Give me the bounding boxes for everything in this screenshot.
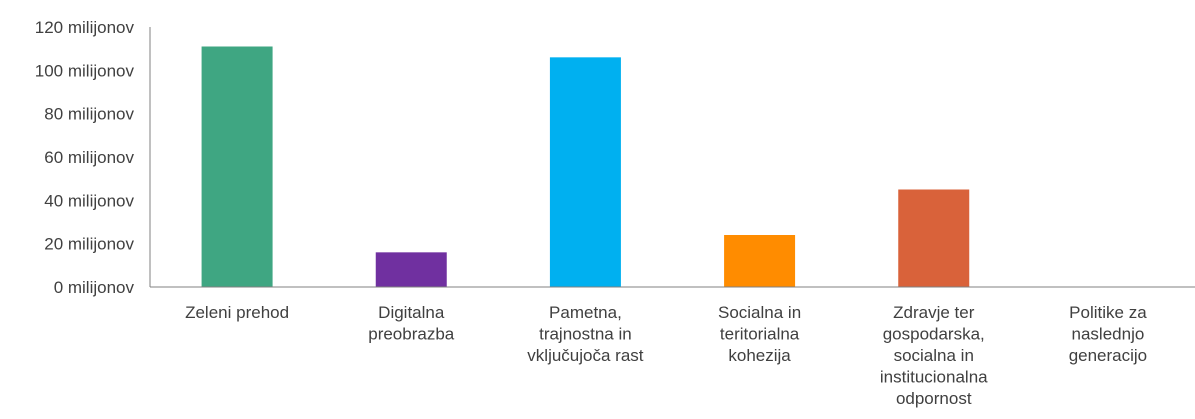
y-tick-label: 0 milijonov <box>54 278 135 297</box>
x-tick-label: Politike za naslednjo generacijo <box>1069 303 1148 365</box>
bar[interactable] <box>201 46 273 288</box>
y-tick-label: 60 milijonov <box>44 148 134 167</box>
x-tick-label: Zeleni prehod <box>185 303 289 322</box>
bar[interactable] <box>549 57 621 288</box>
x-tick-label: Pametna, trajnostna in vključujoča rast <box>527 303 643 365</box>
y-tick-label: 80 milijonov <box>44 105 134 124</box>
x-tick-label: Digitalna preobrazba <box>368 303 455 344</box>
bar[interactable] <box>898 189 970 288</box>
y-axis: 0 milijonov 20 milijonov 40 milijonov 60 mi… <box>35 18 151 297</box>
y-tick-label: 100 milijonov <box>35 61 135 80</box>
x-tick-label: Socialna in teritorialna kohezija <box>718 303 801 365</box>
bars <box>201 46 970 288</box>
y-tick-label: 20 milijonov <box>44 235 134 254</box>
bar[interactable] <box>375 252 447 287</box>
y-tick-label: 120 milijonov <box>35 18 135 37</box>
y-tick-label: 40 milijonov <box>44 191 134 210</box>
bar[interactable] <box>724 235 796 287</box>
x-axis: Zeleni prehod Digitalna preobrazba Pametna,… <box>150 286 1195 408</box>
x-tick-label: Zdravje ter gospodarska, socialna in instit… <box>880 303 988 408</box>
